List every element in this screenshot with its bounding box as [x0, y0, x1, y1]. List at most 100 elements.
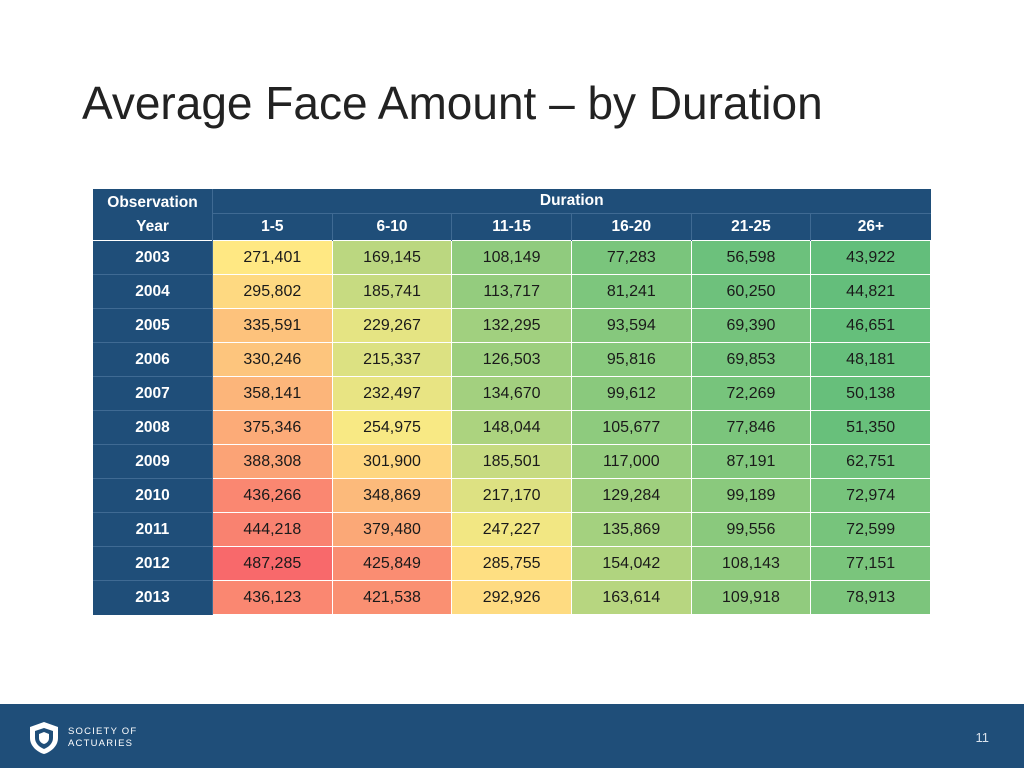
observation-year-cell: 2006	[93, 342, 213, 377]
heatmap-value-cell: 185,741	[331, 274, 453, 309]
heatmap-value-cell: 78,913	[810, 580, 931, 615]
heatmap-value-cell: 348,869	[331, 478, 453, 513]
heatmap-value-cell: 69,853	[690, 342, 812, 377]
table-row: 2011 444,218 379,480 247,227 135,869 99,556 72…	[93, 512, 931, 547]
heatmap-value-cell: 87,191	[690, 444, 812, 479]
observation-year-cell: 2007	[93, 376, 213, 411]
heatmap-value-cell: 487,285	[212, 546, 333, 581]
heatmap-value-cell: 254,975	[331, 410, 453, 445]
heatmap-value-cell: 163,614	[570, 580, 692, 615]
table-row: 2003 271,401 169,145 108,149 77,283 56,598 43,…	[93, 240, 931, 275]
observation-year-cell: 2003	[93, 240, 213, 275]
page-number: 11	[975, 730, 990, 745]
heatmap-value-cell: 335,591	[212, 308, 333, 343]
duration-column-header: 21-25	[690, 213, 811, 241]
observation-year-cell: 2012	[93, 546, 213, 581]
duration-column-header: 16-20	[570, 213, 692, 241]
duration-column-header: 26+	[810, 213, 931, 241]
heatmap-value-cell: 229,267	[331, 308, 453, 343]
heatmap-value-cell: 425,849	[331, 546, 453, 581]
observation-year-header: Observation Year	[93, 189, 213, 241]
heatmap-value-cell: 56,598	[690, 240, 812, 275]
table-row: 2005 335,591 229,267 132,295 93,594 69,390 46,…	[93, 308, 931, 343]
table-row: 2009 388,308 301,900 185,501 117,000 87,191 62…	[93, 444, 931, 479]
table-row: 2013 436,123 421,538 292,926 163,614 109,918 7…	[93, 580, 931, 615]
heatmap-value-cell: 99,189	[690, 478, 812, 513]
heatmap-value-cell: 134,670	[451, 376, 572, 411]
table-row: 2004 295,802 185,741 113,717 81,241 60,250 44,…	[93, 274, 931, 309]
heatmap-value-cell: 72,974	[810, 478, 931, 513]
heatmap-value-cell: 108,143	[690, 546, 812, 581]
heatmap-value-cell: 113,717	[451, 274, 572, 309]
heatmap-value-cell: 60,250	[690, 274, 812, 309]
heatmap-value-cell: 295,802	[212, 274, 333, 309]
heatmap-value-cell: 105,677	[570, 410, 692, 445]
table-header: Observation Year Duration 1-5 6-10 11-15 16…	[93, 189, 931, 241]
table-row: 2010 436,266 348,869 217,170 129,284 99,189 72…	[93, 478, 931, 513]
heatmap-value-cell: 292,926	[451, 580, 572, 615]
heatmap-value-cell: 51,350	[810, 410, 931, 445]
heatmap-value-cell: 132,295	[451, 308, 572, 343]
heatmap-value-cell: 232,497	[331, 376, 453, 411]
heatmap-value-cell: 169,145	[331, 240, 453, 275]
observation-year-cell: 2005	[93, 308, 213, 343]
heatmap-value-cell: 358,141	[212, 376, 333, 411]
heatmap-value-cell: 285,755	[451, 546, 572, 581]
heatmap-value-cell: 375,346	[212, 410, 333, 445]
table-row: 2006 330,246 215,337 126,503 95,816 69,853 48,…	[93, 342, 931, 377]
observation-year-cell: 2004	[93, 274, 213, 309]
footer-bar: SOCIETY OF ACTUARIES 11	[0, 704, 1024, 768]
heatmap-value-cell: 44,821	[810, 274, 931, 309]
heatmap-value-cell: 436,266	[212, 478, 333, 513]
heatmap-value-cell: 379,480	[331, 512, 453, 547]
heatmap-value-cell: 108,149	[451, 240, 572, 275]
observation-year-cell: 2013	[93, 580, 213, 615]
heatmap-value-cell: 154,042	[570, 546, 692, 581]
logo-text: SOCIETY OF ACTUARIES	[68, 726, 137, 750]
heatmap-value-cell: 185,501	[451, 444, 572, 479]
observation-year-cell: 2011	[93, 512, 213, 547]
heatmap-value-cell: 50,138	[810, 376, 931, 411]
heatmap-value-cell: 126,503	[451, 342, 572, 377]
heatmap-value-cell: 301,900	[331, 444, 453, 479]
header-row-columns: 1-5 6-10 11-15 16-20 21-25 26+	[93, 213, 931, 241]
logo-text-line2: ACTUARIES	[68, 738, 134, 749]
heatmap-value-cell: 48,181	[810, 342, 931, 377]
heatmap-value-cell: 148,044	[451, 410, 572, 445]
observation-header-line1: Observation	[107, 193, 198, 211]
slide-title: Average Face Amount – by Duration	[82, 77, 823, 129]
heatmap-value-cell: 436,123	[212, 580, 333, 615]
duration-column-header: 1-5	[212, 213, 333, 241]
heatmap-value-cell: 247,227	[451, 512, 572, 547]
table-row: 2008 375,346 254,975 148,044 105,677 77,846 51…	[93, 410, 931, 445]
heatmap-value-cell: 444,218	[212, 512, 333, 547]
heatmap-value-cell: 77,151	[810, 546, 931, 581]
heatmap-value-cell: 421,538	[331, 580, 453, 615]
heatmap-value-cell: 93,594	[570, 308, 692, 343]
heatmap-value-cell: 72,269	[690, 376, 812, 411]
heatmap-value-cell: 46,651	[810, 308, 931, 343]
duration-column-header: 6-10	[331, 213, 452, 241]
heatmap-value-cell: 217,170	[451, 478, 572, 513]
society-of-actuaries-shield-icon	[30, 722, 58, 754]
heatmap-value-cell: 135,869	[570, 512, 692, 547]
heatmap-value-cell: 215,337	[331, 342, 453, 377]
logo-text-line1: SOCIETY OF	[68, 726, 138, 737]
table-row: 2007 358,141 232,497 134,670 99,612 72,269 50,…	[93, 376, 931, 411]
heatmap-value-cell: 72,599	[810, 512, 931, 547]
face-amount-heatmap-table: Observation Year Duration 1-5 6-10 11-15 16…	[93, 189, 931, 615]
heatmap-value-cell: 99,612	[570, 376, 692, 411]
heatmap-value-cell: 43,922	[810, 240, 931, 275]
heatmap-value-cell: 109,918	[690, 580, 812, 615]
observation-year-cell: 2009	[93, 444, 213, 479]
heatmap-value-cell: 62,751	[810, 444, 931, 479]
heatmap-value-cell: 95,816	[570, 342, 692, 377]
table-row: 2012 487,285 425,849 285,755 154,042 108,143 7…	[93, 546, 931, 581]
heatmap-value-cell: 81,241	[570, 274, 692, 309]
header-row-top: Observation Year Duration	[93, 189, 931, 241]
heatmap-value-cell: 129,284	[570, 478, 692, 513]
heatmap-value-cell: 388,308	[212, 444, 333, 479]
duration-column-header: 11-15	[451, 213, 572, 241]
heatmap-value-cell: 330,246	[212, 342, 333, 377]
heatmap-value-cell: 99,556	[690, 512, 812, 547]
